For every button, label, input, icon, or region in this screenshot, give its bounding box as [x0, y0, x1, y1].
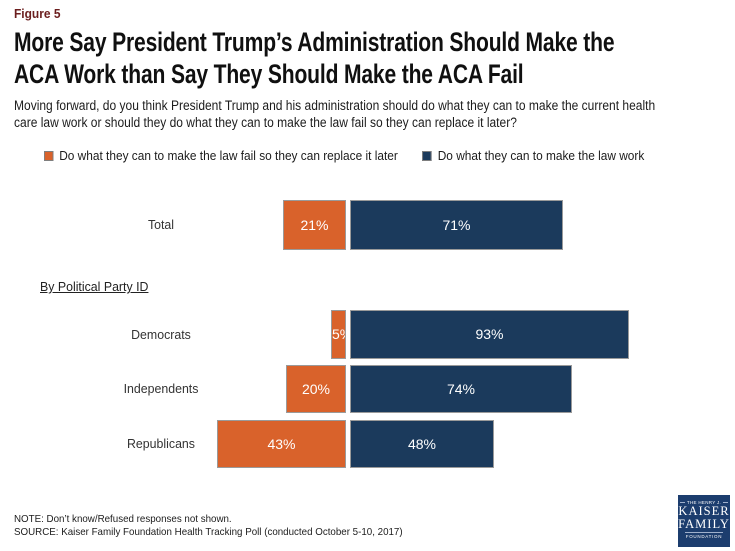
- source-text: SOURCE: Kaiser Family Foundation Health …: [14, 526, 403, 538]
- legend-swatch-icon: [422, 151, 433, 161]
- logo-family: FAMILY: [678, 517, 730, 531]
- bar-value-work-total: 71%: [442, 217, 471, 233]
- title-line-2: ACA Work than Say They Should Make the A…: [14, 59, 524, 89]
- logo-divider: [685, 532, 723, 533]
- legend-label: Do what they can to make the law work: [437, 149, 645, 163]
- bar-value-work-independents: 74%: [446, 381, 476, 397]
- legend-swatch-icon: [44, 151, 54, 161]
- bar-value-fail-independents: 20%: [301, 381, 331, 397]
- kff-logo-top: THE HENRY J.: [678, 500, 730, 505]
- chart-row-republicans: Republicans 43% 48%: [0, 420, 735, 468]
- category-label-democrats: Democrats: [131, 327, 191, 342]
- bar-value-fail-total: 21%: [300, 217, 329, 233]
- subtitle-line-2: care law work or should they do what the…: [14, 115, 517, 130]
- category-label-independents: Independents: [123, 381, 199, 396]
- legend-item-work: Do what they can to make the law work: [422, 149, 645, 163]
- legend-label: Do what they can to make the law fail so…: [59, 149, 398, 163]
- title-line-1: More Say President Trump’s Administratio…: [14, 27, 615, 57]
- logo-foundation: FOUNDATION: [685, 534, 723, 539]
- logo-rule-right: [723, 502, 728, 503]
- bar-fail-independents: 20%: [286, 365, 346, 413]
- kff-logo: THE HENRY J. KAISER FAMILY FOUNDATION: [678, 495, 730, 547]
- bar-work-democrats: 93%: [350, 310, 629, 359]
- subtitle: Moving forward, do you think President T…: [14, 97, 735, 131]
- group-label-party-id: By Political Party ID: [40, 279, 149, 294]
- bar-value-fail-democrats: 5%: [332, 326, 345, 342]
- bar-value-fail-republicans: 43%: [267, 436, 296, 452]
- bar-work-republicans: 48%: [350, 420, 494, 468]
- bar-fail-republicans: 43%: [217, 420, 346, 468]
- logo-rule-left: [680, 502, 685, 503]
- chart-legend: Do what they can to make the law fail so…: [44, 149, 644, 163]
- note-text: NOTE: Don’t know/Refused responses not s…: [14, 513, 232, 525]
- chart-row-independents: Independents 20% 74%: [0, 365, 735, 413]
- bar-value-work-republicans: 48%: [407, 436, 437, 452]
- category-label-republicans: Republicans: [127, 436, 195, 451]
- logo-henry-j: THE HENRY J.: [686, 500, 722, 505]
- bar-work-total: 71%: [350, 200, 563, 250]
- bar-fail-total: 21%: [283, 200, 346, 250]
- chart-row-total: Total 21% 71%: [0, 200, 735, 250]
- bar-value-work-democrats: 93%: [475, 326, 504, 342]
- page-title: More Say President Trump’s Administratio…: [14, 26, 735, 90]
- chart-row-democrats: Democrats 5% 93%: [0, 310, 735, 359]
- bar-work-independents: 74%: [350, 365, 572, 413]
- footer: NOTE: Don’t know/Refused responses not s…: [14, 513, 403, 539]
- logo-kaiser: KAISER: [678, 504, 730, 518]
- figure-label: Figure 5: [14, 6, 61, 21]
- bar-fail-democrats: 5%: [331, 310, 346, 359]
- legend-item-fail: Do what they can to make the law fail so…: [44, 149, 398, 163]
- subtitle-line-1: Moving forward, do you think President T…: [14, 98, 656, 113]
- category-label-total: Total: [147, 217, 175, 232]
